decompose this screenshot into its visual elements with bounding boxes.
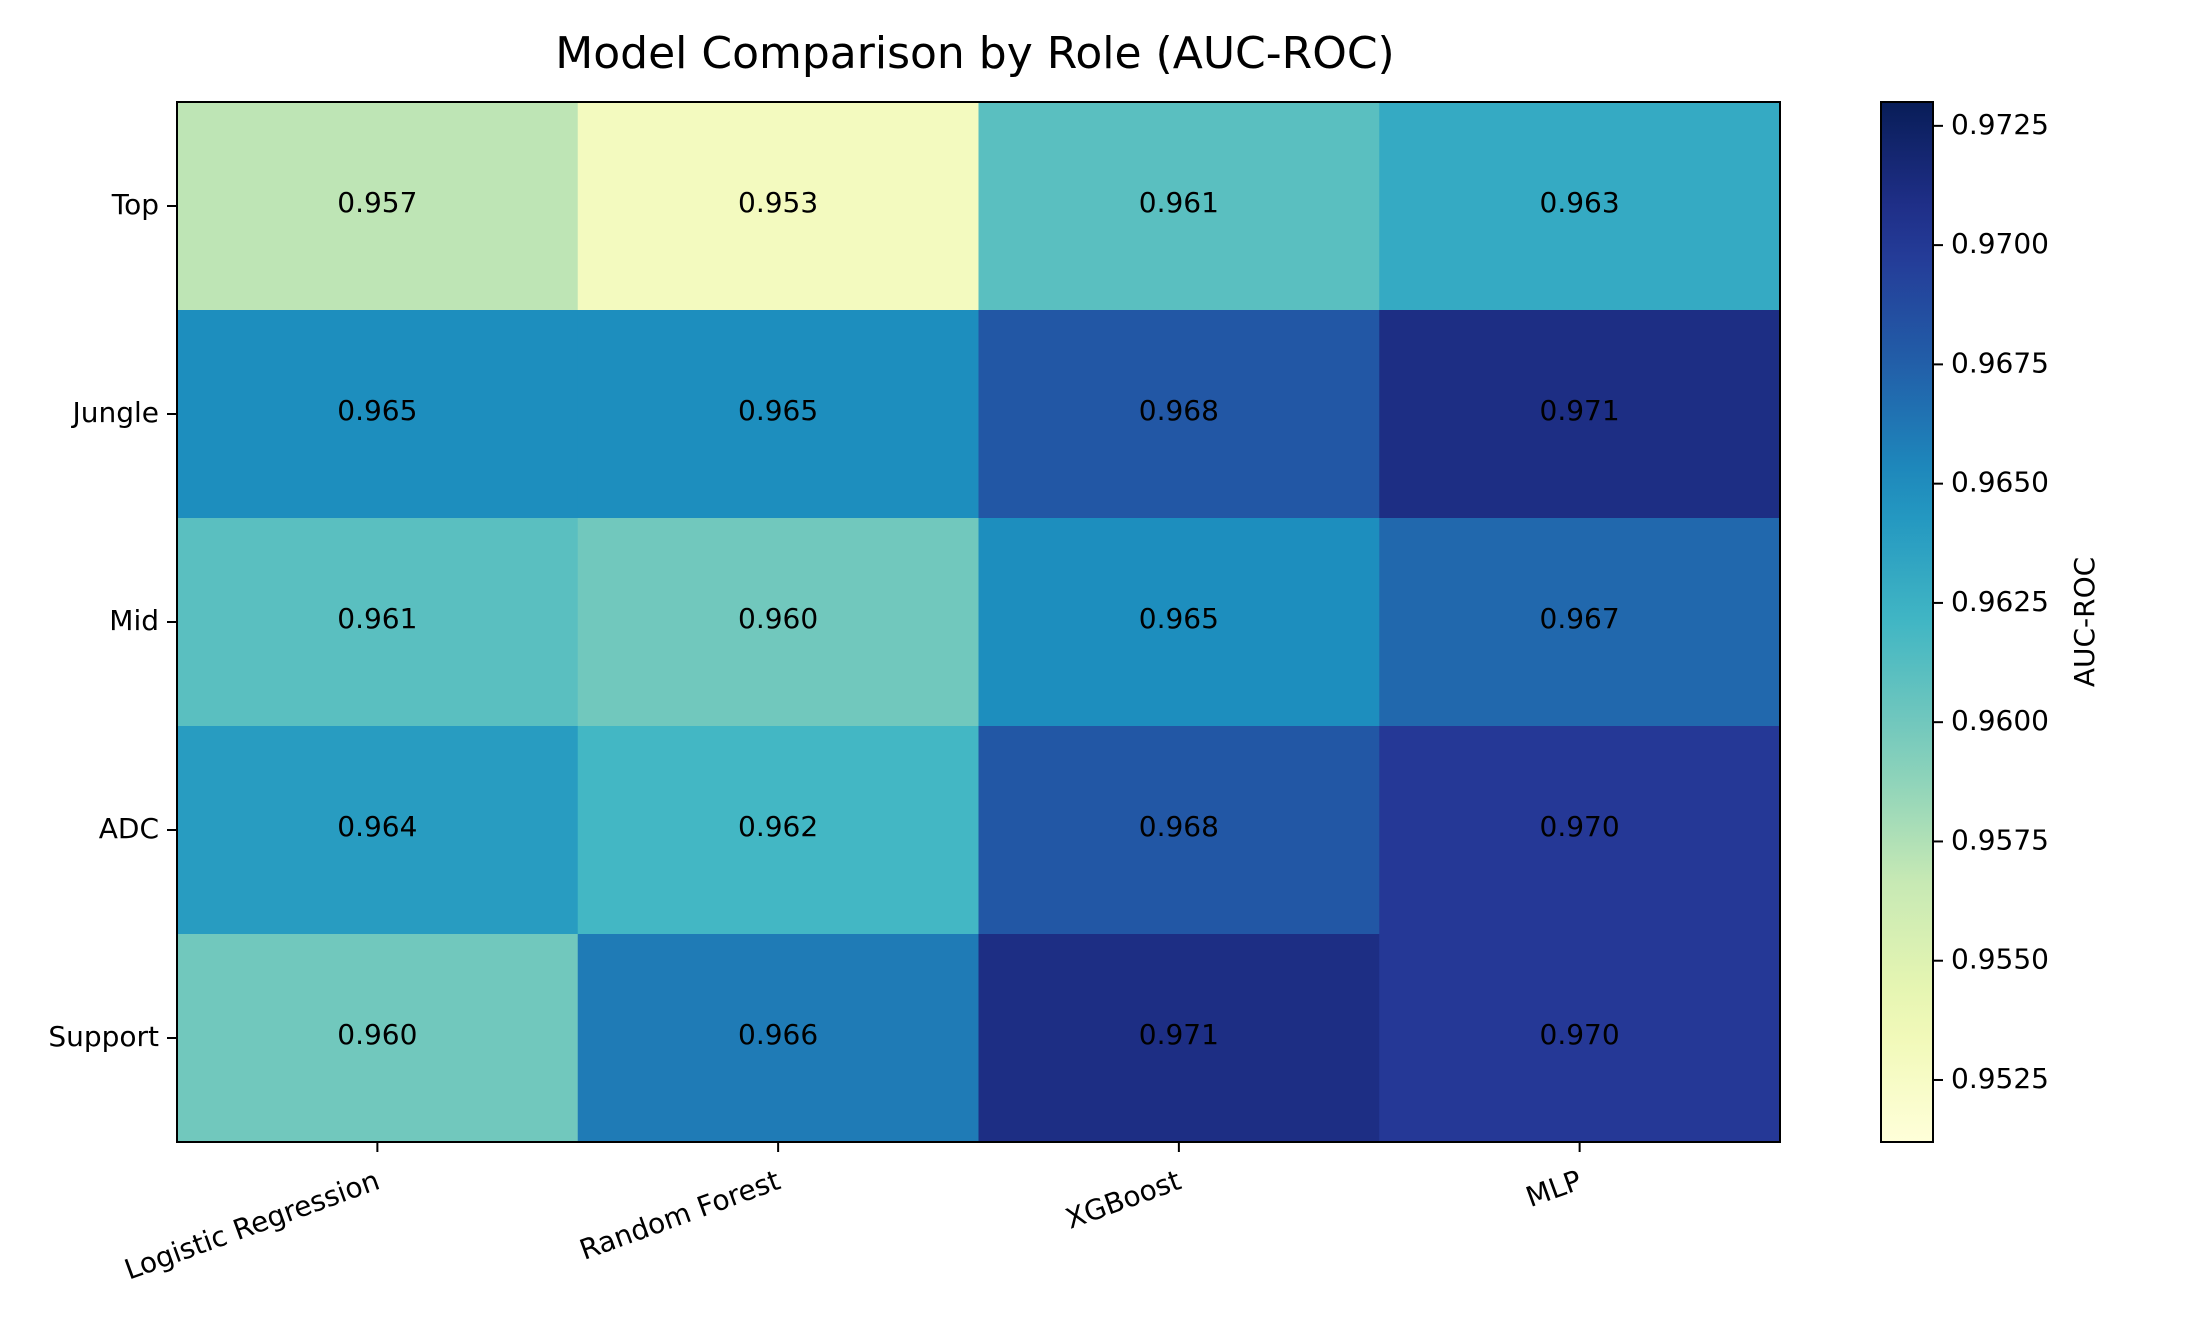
- heatmap-cell: [577, 934, 979, 1143]
- heatmap-cell: [577, 310, 979, 519]
- chart-title: Model Comparison by Role (AUC-ROC): [555, 28, 1394, 79]
- heatmap-cell: [577, 726, 979, 935]
- heatmap-cell: [978, 310, 1380, 519]
- cell-value-label: 0.961: [337, 602, 417, 635]
- y-tick-label: Support: [48, 1020, 159, 1053]
- x-tick-label: Random Forest: [575, 1164, 784, 1267]
- cell-value-label: 0.963: [1540, 186, 1620, 219]
- colorbar: [1880, 101, 1934, 1143]
- heatmap-cell: [1379, 934, 1781, 1143]
- colorbar-tick-label: 0.9675: [1951, 346, 2049, 379]
- colorbar-tick-label: 0.9650: [1951, 466, 2049, 499]
- cell-value-label: 0.968: [1139, 810, 1219, 843]
- colorbar-tick-label: 0.9550: [1951, 943, 2049, 976]
- y-tick-label: Jungle: [70, 396, 159, 429]
- x-axis: Logistic Regression Random Forest XGBoost M…: [120, 1142, 1586, 1286]
- heatmap-cell: [978, 102, 1380, 311]
- cell-value-label: 0.964: [337, 810, 417, 843]
- heatmap-cell: [577, 518, 979, 727]
- colorbar-axis: 0.9525 0.9550 0.9575 0.9600 0.9625 0.9650 0.96…: [1933, 108, 2049, 1095]
- x-tick-label: XGBoost: [1061, 1164, 1185, 1236]
- cell-value-label: 0.962: [738, 810, 818, 843]
- cell-value-label: 0.971: [1139, 1018, 1219, 1051]
- y-tick-label: Mid: [109, 604, 159, 637]
- heatmap-cell: [177, 310, 579, 519]
- heatmap-cell: [177, 726, 579, 935]
- colorbar-tick-label: 0.9575: [1951, 823, 2049, 856]
- heatmap-cell: [1379, 518, 1781, 727]
- heatmap-cell: [978, 726, 1380, 935]
- heatmap-cell: [978, 934, 1380, 1143]
- x-tick-label: MLP: [1521, 1164, 1586, 1214]
- cell-value-label: 0.953: [738, 186, 818, 219]
- heatmap-cell: [177, 518, 579, 727]
- cell-value-label: 0.965: [1139, 602, 1219, 635]
- cell-value-label: 0.960: [738, 602, 818, 635]
- cell-value-label: 0.967: [1540, 602, 1620, 635]
- heatmap-cell: [1379, 310, 1781, 519]
- y-tick-label: ADC: [99, 812, 159, 845]
- cell-value-label: 0.971: [1540, 394, 1620, 427]
- cell-value-label: 0.961: [1139, 186, 1219, 219]
- colorbar-tick-label: 0.9700: [1951, 227, 2049, 260]
- heatmap-cell: [177, 934, 579, 1143]
- y-tick-label: Top: [111, 188, 159, 221]
- colorbar-tick-label: 0.9625: [1951, 585, 2049, 618]
- cell-value-label: 0.965: [738, 394, 818, 427]
- x-tick-label: Logistic Regression: [120, 1164, 384, 1287]
- colorbar-tick-label: 0.9600: [1951, 704, 2049, 737]
- cell-value-label: 0.957: [337, 186, 417, 219]
- cell-value-label: 0.970: [1540, 1018, 1620, 1051]
- cell-value-label: 0.966: [738, 1018, 818, 1051]
- heatmap-cell: [1379, 102, 1781, 311]
- colorbar-label: AUC-ROC: [2068, 557, 2101, 687]
- cell-value-label: 0.968: [1139, 394, 1219, 427]
- heatmap-cells: 0.957 0.953 0.961 0.963 0.965 0.965 0.968 0.971…: [177, 102, 1781, 1143]
- cell-value-label: 0.960: [337, 1018, 417, 1051]
- colorbar-tick-label: 0.9525: [1951, 1062, 2049, 1095]
- heatmap-cell: [978, 518, 1380, 727]
- y-axis: Top Jungle Mid ADC Support: [48, 188, 177, 1053]
- heatmap-cell: [1379, 726, 1781, 935]
- heatmap-cell: [177, 102, 579, 311]
- cell-value-label: 0.970: [1540, 810, 1620, 843]
- heatmap-cell: [577, 102, 979, 311]
- colorbar-tick-label: 0.9725: [1951, 108, 2049, 141]
- cell-value-label: 0.965: [337, 394, 417, 427]
